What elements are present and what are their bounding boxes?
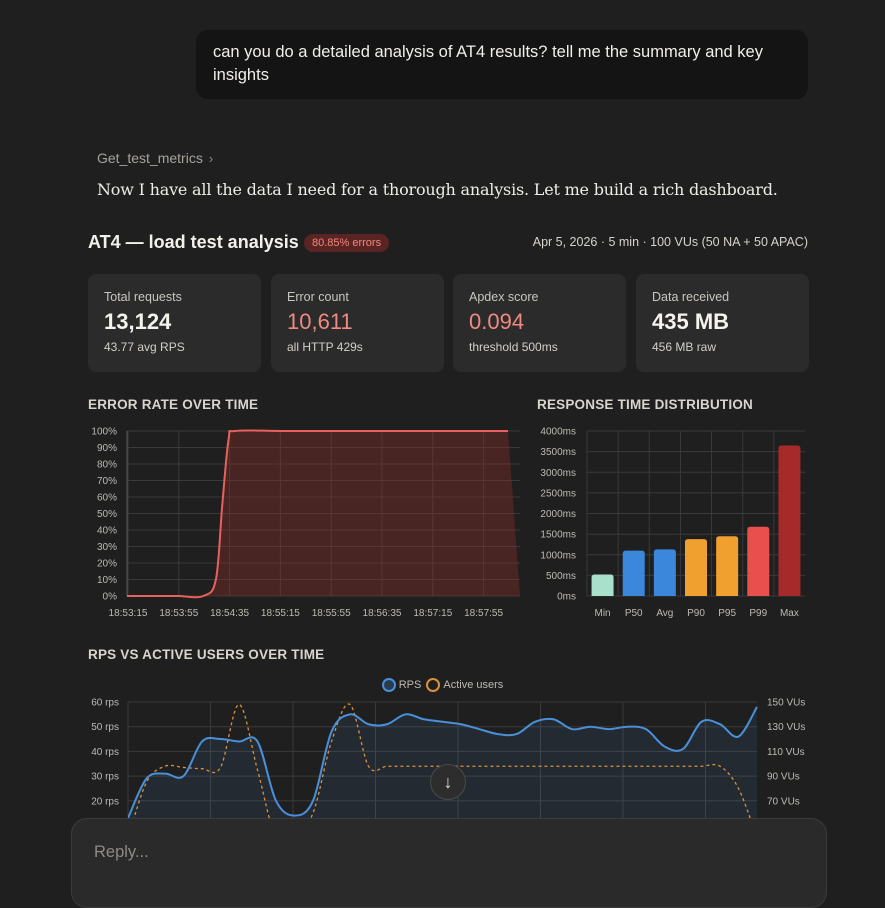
y-tick-label: 90% (97, 443, 117, 454)
response-time-title: RESPONSE TIME DISTRIBUTION (537, 397, 753, 412)
y-tick-label-right: 150 VUs (767, 698, 805, 709)
x-tick-label: 18:57:15 (413, 608, 452, 619)
error-badge: 80.85% errors (304, 234, 390, 252)
y-tick-label-left: 60 rps (91, 698, 119, 709)
x-tick-label: 18:54:35 (210, 608, 249, 619)
x-tick-label: P50 (625, 608, 643, 619)
x-tick-label: 18:53:55 (159, 608, 198, 619)
card-label: Data received (652, 290, 730, 304)
dashboard-title: AT4 — load test analysis (88, 232, 299, 252)
y-tick-label: 0% (103, 592, 118, 603)
card-label: Apdex score (469, 290, 539, 304)
y-tick-label: 30% (97, 542, 117, 553)
card-total-requests: Total requests 13,124 43.77 avg RPS (88, 274, 261, 372)
x-tick-label: P90 (687, 608, 705, 619)
rps-line (128, 706, 758, 818)
y-tick-label-right: 130 VUs (767, 722, 805, 733)
y-tick-label: 2500ms (540, 488, 576, 499)
y-tick-label-left: 50 rps (91, 722, 119, 733)
user-message: can you do a detailed analysis of AT4 re… (196, 30, 808, 99)
bar-p99 (747, 526, 770, 596)
legend-users-swatch (426, 678, 441, 692)
y-tick-label: 1500ms (540, 530, 576, 541)
y-tick-label-left: 30 rps (91, 772, 119, 783)
bar-p50 (622, 550, 645, 596)
rps-users-title: RPS VS ACTIVE USERS OVER TIME (88, 647, 325, 662)
tool-call-label: Get_test_metrics (97, 150, 203, 166)
y-tick-label-right: 110 VUs (767, 747, 805, 758)
x-tick-label: 18:53:15 (109, 608, 148, 619)
y-tick-label: 70% (97, 476, 117, 487)
card-sub: 456 MB raw (652, 340, 717, 354)
test-meta: Apr 5, 2026 · 5 min · 100 VUs (50 NA + 5… (532, 235, 808, 249)
bar-p90 (685, 539, 707, 596)
y-tick-label: 60% (97, 493, 117, 504)
x-tick-label: 18:55:55 (312, 608, 351, 619)
legend-rps-swatch (381, 678, 396, 692)
x-tick-label: 18:56:35 (363, 608, 402, 619)
y-tick-label: 100% (91, 427, 117, 438)
y-tick-label-right: 90 VUs (767, 772, 800, 783)
reply-placeholder: Reply... (94, 843, 149, 861)
y-tick-label: 3500ms (540, 447, 576, 458)
card-label: Error count (287, 290, 349, 304)
x-tick-label: P95 (718, 608, 736, 619)
y-tick-label: 500ms (546, 571, 576, 582)
y-tick-label: 3000ms (540, 468, 576, 479)
x-tick-label: P99 (749, 608, 767, 619)
legend-users-label: Active users (443, 679, 504, 691)
card-apdex: Apdex score 0.094 threshold 500ms (453, 274, 626, 372)
x-tick-label: Avg (656, 608, 673, 619)
card-value: 13,124 (104, 309, 172, 334)
reply-input[interactable]: Reply... (71, 818, 827, 908)
x-tick-label: 18:57:55 (464, 608, 503, 619)
legend-rps-label: RPS (398, 679, 422, 691)
y-tick-label-right: 70 VUs (767, 796, 800, 807)
y-tick-label: 0ms (557, 592, 576, 603)
assistant-message: Now I have all the data I need for a tho… (97, 180, 778, 199)
y-tick-label: 20% (97, 559, 117, 570)
card-value: 0.094 (469, 309, 525, 334)
card-sub: 43.77 avg RPS (104, 340, 185, 354)
bar-p95 (716, 536, 739, 596)
card-label: Total requests (104, 290, 182, 304)
error-rate-title: ERROR RATE OVER TIME (88, 397, 259, 412)
y-tick-label: 80% (97, 460, 117, 471)
y-tick-label: 40% (97, 526, 117, 537)
card-error-count: Error count 10,611 all HTTP 429s (271, 274, 444, 372)
arrow-down-icon: ↓ (443, 771, 453, 792)
y-tick-label: 10% (97, 575, 117, 586)
y-tick-label: 50% (97, 509, 117, 520)
y-tick-label: 2000ms (540, 509, 576, 520)
legend-rps[interactable]: RPS (381, 678, 422, 692)
bar-max (778, 445, 801, 596)
error-rate-area (127, 430, 520, 598)
bar-min (591, 574, 614, 596)
y-tick-label-left: 20 rps (91, 796, 119, 807)
scroll-to-bottom-button[interactable]: ↓ (430, 764, 466, 800)
chevron-right-icon: › (208, 150, 214, 166)
card-value: 10,611 (287, 309, 353, 334)
card-sub: threshold 500ms (469, 340, 558, 354)
x-tick-label: Max (780, 608, 799, 619)
card-data-received: Data received 435 MB 456 MB raw (636, 274, 809, 372)
y-tick-label: 4000ms (540, 427, 576, 438)
x-tick-label: 18:55:15 (261, 608, 300, 619)
bar-avg (653, 549, 676, 596)
tool-call-toggle[interactable]: Get_test_metrics › (97, 150, 213, 166)
y-tick-label: 1000ms (540, 550, 576, 561)
legend-active-users[interactable]: Active users (426, 678, 503, 692)
error-rate-chart: 0% 10% 20% 30% 40% 50% 60% 70% 80% 90% 100% 18:53:1… (91, 427, 805, 818)
y-tick-label-left: 40 rps (91, 747, 119, 758)
error-rate-line (126, 429, 508, 599)
rps-chart-legend: RPS Active users (0, 678, 885, 695)
x-tick-label: Min (595, 608, 611, 619)
card-sub: all HTTP 429s (287, 340, 363, 354)
metric-cards: Total requests 13,124 43.77 avg RPS Erro… (88, 274, 809, 372)
card-value: 435 MB (652, 309, 730, 334)
